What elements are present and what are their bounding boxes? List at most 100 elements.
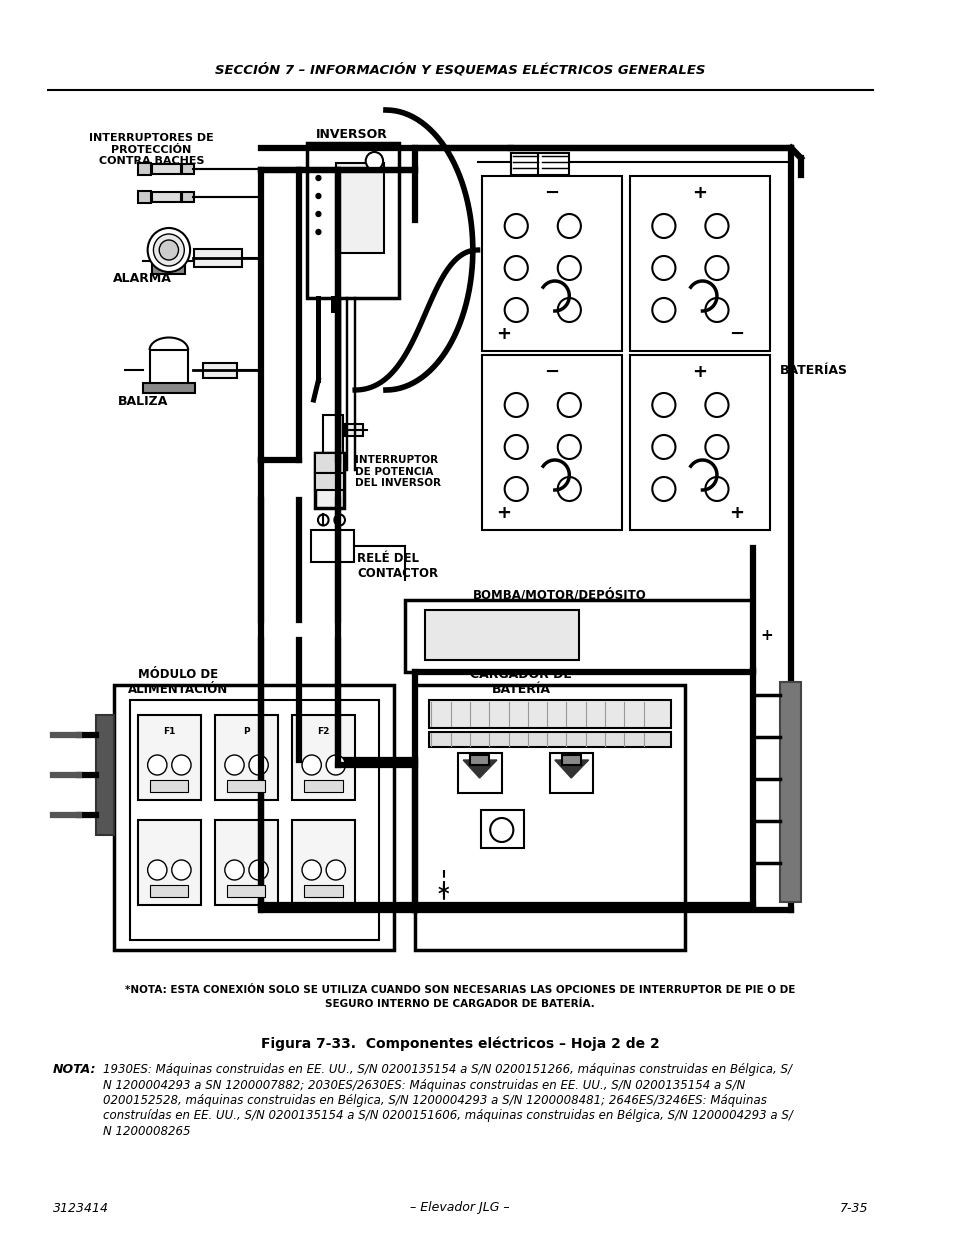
- Bar: [138, 163, 152, 175]
- Circle shape: [365, 152, 383, 170]
- Text: INTERRUPTORES DE
PROTECCIÓN
CONTRA BACHES: INTERRUPTORES DE PROTECCIÓN CONTRA BACHE…: [89, 133, 213, 167]
- Circle shape: [558, 435, 580, 459]
- Text: 3123414: 3123414: [53, 1202, 109, 1214]
- Circle shape: [326, 755, 345, 776]
- Text: −: −: [544, 363, 558, 382]
- Circle shape: [315, 211, 320, 216]
- Bar: [629, 354, 769, 530]
- Bar: [150, 350, 188, 385]
- Bar: [335, 163, 384, 253]
- Text: P: P: [242, 727, 249, 736]
- Text: +: +: [691, 363, 706, 382]
- Text: *NOTA: ESTA CONEXIÓN SOLO SE UTILIZA CUANDO SON NECESARIAS LAS OPCIONES DE INTER: *NOTA: ESTA CONEXIÓN SOLO SE UTILIZA CUA…: [125, 986, 795, 995]
- Circle shape: [153, 233, 184, 266]
- Bar: [150, 781, 188, 792]
- Circle shape: [558, 256, 580, 280]
- Circle shape: [317, 515, 328, 526]
- Circle shape: [558, 214, 580, 238]
- Circle shape: [704, 298, 728, 322]
- Circle shape: [652, 393, 675, 417]
- Bar: [152, 164, 181, 174]
- Text: MÓDULO DE
ALIMENTACIÓN: MÓDULO DE ALIMENTACIÓN: [129, 668, 229, 697]
- Bar: [96, 715, 113, 835]
- Bar: [292, 715, 355, 800]
- Text: −: −: [544, 184, 558, 203]
- Text: ALARMA: ALARMA: [113, 272, 172, 285]
- Text: CARGADOR DE
BATERÍA: CARGADOR DE BATERÍA: [470, 668, 572, 697]
- Circle shape: [704, 477, 728, 501]
- Bar: [138, 820, 200, 905]
- Text: F1: F1: [163, 727, 174, 736]
- Bar: [480, 810, 523, 848]
- Text: RELÉ DEL
CONTACTOR: RELÉ DEL CONTACTOR: [356, 552, 437, 580]
- Bar: [202, 363, 237, 378]
- Bar: [304, 885, 342, 897]
- Bar: [307, 143, 398, 298]
- Text: BALIZA: BALIZA: [117, 395, 168, 408]
- Bar: [314, 453, 343, 508]
- Bar: [482, 354, 621, 530]
- Text: NOTA:: NOTA:: [53, 1063, 96, 1076]
- Circle shape: [302, 755, 321, 776]
- Bar: [424, 610, 578, 659]
- Bar: [113, 685, 394, 950]
- Bar: [457, 753, 501, 793]
- Bar: [314, 473, 343, 490]
- Text: INVERSOR: INVERSOR: [316, 128, 388, 141]
- Bar: [314, 453, 343, 473]
- Circle shape: [504, 256, 527, 280]
- Bar: [292, 820, 355, 905]
- Text: SECCIÓN 7 – INFORMACIÓN Y ESQUEMAS ELÉCTRICOS GENERALES: SECCIÓN 7 – INFORMACIÓN Y ESQUEMAS ELÉCT…: [214, 63, 704, 77]
- Bar: [482, 177, 621, 351]
- Bar: [345, 424, 362, 436]
- Circle shape: [652, 298, 675, 322]
- Circle shape: [225, 755, 244, 776]
- Text: BATERÍAS: BATERÍAS: [779, 363, 847, 377]
- Circle shape: [704, 214, 728, 238]
- Text: −: −: [728, 325, 743, 343]
- Text: BOMBA/MOTOR/DEPÓSITO: BOMBA/MOTOR/DEPÓSITO: [473, 588, 646, 601]
- Circle shape: [504, 393, 527, 417]
- Bar: [415, 685, 684, 950]
- Text: *: *: [437, 885, 449, 905]
- Bar: [227, 885, 265, 897]
- Bar: [131, 700, 379, 940]
- Circle shape: [504, 435, 527, 459]
- Circle shape: [302, 860, 321, 881]
- Text: +: +: [496, 325, 511, 343]
- Circle shape: [315, 175, 320, 180]
- Text: – Elevador JLG –: – Elevador JLG –: [410, 1202, 510, 1214]
- Polygon shape: [463, 760, 497, 778]
- Bar: [405, 600, 752, 672]
- Polygon shape: [555, 760, 588, 778]
- Bar: [470, 755, 489, 764]
- Bar: [182, 191, 193, 203]
- Circle shape: [652, 477, 675, 501]
- Text: N 1200008265: N 1200008265: [103, 1125, 191, 1137]
- Bar: [152, 264, 185, 274]
- Text: F2: F2: [316, 727, 329, 736]
- Circle shape: [558, 298, 580, 322]
- Circle shape: [148, 860, 167, 881]
- Circle shape: [558, 393, 580, 417]
- Bar: [311, 530, 354, 562]
- Circle shape: [652, 256, 675, 280]
- Bar: [193, 249, 242, 267]
- Text: +: +: [691, 184, 706, 203]
- Bar: [215, 820, 277, 905]
- Bar: [143, 383, 194, 393]
- Bar: [227, 781, 265, 792]
- Circle shape: [315, 230, 320, 235]
- Bar: [779, 682, 801, 902]
- Circle shape: [225, 860, 244, 881]
- Text: 7-35: 7-35: [839, 1202, 867, 1214]
- Circle shape: [490, 818, 513, 842]
- Bar: [511, 153, 537, 175]
- Text: 0200152528, máquinas construidas en Bélgica, S/N 1200004293 a S/N 1200008481; 26: 0200152528, máquinas construidas en Bélg…: [103, 1094, 766, 1107]
- Text: construídas en EE. UU., S/N 0200135154 a S/N 0200151606, máquinas construidas en: construídas en EE. UU., S/N 0200135154 a…: [103, 1109, 792, 1123]
- Circle shape: [652, 214, 675, 238]
- Text: +: +: [760, 629, 773, 643]
- Text: +: +: [496, 504, 511, 522]
- Bar: [323, 415, 342, 453]
- Circle shape: [704, 393, 728, 417]
